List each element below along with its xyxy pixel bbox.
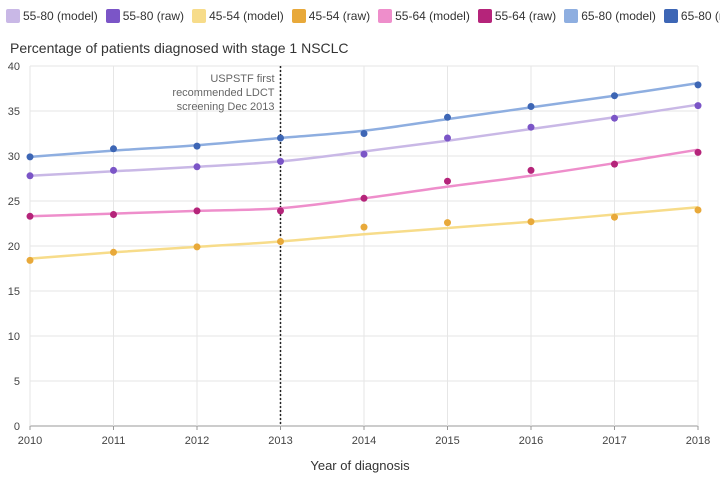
data-point-65-80-raw bbox=[527, 103, 535, 110]
x-tick-label: 2012 bbox=[185, 435, 209, 447]
data-point-45-54-raw bbox=[277, 238, 284, 245]
legend-item-55-80-model[interactable]: 55-80 (model) bbox=[6, 9, 98, 23]
data-point-65-80-raw bbox=[193, 142, 201, 150]
data-point-55-64-raw bbox=[611, 160, 618, 168]
y-tick-label: 10 bbox=[8, 331, 20, 343]
y-tick-label: 30 bbox=[8, 151, 20, 163]
y-tick-label: 5 bbox=[14, 376, 20, 388]
legend-item-55-64-model[interactable]: 55-64 (model) bbox=[378, 9, 470, 23]
data-point-45-54-raw bbox=[26, 256, 34, 264]
legend-label: 55-80 (model) bbox=[23, 9, 98, 23]
legend-item-45-54-model[interactable]: 45-54 (model) bbox=[192, 9, 284, 23]
x-tick-label: 2014 bbox=[352, 435, 376, 447]
legend-label: 65-80 (model) bbox=[581, 9, 656, 23]
legend-item-55-64-raw[interactable]: 55-64 (raw) bbox=[477, 9, 557, 23]
y-tick-label: 35 bbox=[8, 106, 20, 118]
data-point-65-80-raw bbox=[694, 81, 702, 89]
legend-swatch bbox=[291, 9, 306, 23]
series-line-45-54-model bbox=[29, 206, 699, 260]
data-point-65-80-raw bbox=[444, 113, 451, 121]
legend-label: 65-80 (raw) bbox=[680, 9, 720, 23]
data-point-55-80-raw bbox=[611, 114, 618, 122]
data-point-45-54-raw bbox=[527, 218, 535, 226]
data-point-55-80-raw bbox=[360, 150, 368, 158]
legend-label: 45-54 (raw) bbox=[308, 9, 371, 23]
legend-label: 55-64 (raw) bbox=[494, 9, 557, 23]
data-point-45-54-raw bbox=[611, 213, 618, 221]
legend-swatch bbox=[6, 9, 20, 23]
data-point-55-64-raw bbox=[694, 148, 702, 156]
data-point-55-80-raw bbox=[193, 163, 201, 171]
data-point-45-54-raw bbox=[444, 219, 451, 227]
legend-item-65-80-raw[interactable]: 65-80 (raw) bbox=[663, 9, 720, 23]
x-tick-label: 2016 bbox=[519, 435, 543, 447]
y-tick-label: 25 bbox=[8, 196, 20, 208]
data-point-45-54-raw bbox=[360, 223, 368, 231]
legend-item-65-80-model[interactable]: 65-80 (model) bbox=[564, 9, 656, 23]
data-point-45-54-raw bbox=[694, 206, 702, 214]
data-point-55-80-raw bbox=[694, 102, 702, 110]
data-point-55-64-raw bbox=[527, 166, 535, 174]
legend: 55-80 (model) 55-80 (raw) 45-54 (model) 45-… bbox=[6, 6, 720, 26]
data-point-55-64-raw bbox=[193, 207, 201, 215]
y-tick-label: 40 bbox=[8, 61, 20, 73]
data-point-65-80-raw bbox=[360, 130, 368, 137]
legend-swatch bbox=[105, 9, 120, 23]
x-tick-label: 2010 bbox=[18, 435, 42, 447]
x-tick-label: 2011 bbox=[102, 435, 126, 447]
annotation-text: recommended LDCT bbox=[172, 87, 274, 99]
y-tick-label: 20 bbox=[8, 241, 20, 253]
legend-swatch bbox=[564, 9, 579, 23]
legend-swatch bbox=[477, 9, 492, 23]
data-point-55-80-raw bbox=[527, 123, 535, 131]
chart-title: Percentage of patients diagnosed with st… bbox=[10, 40, 349, 56]
data-point-55-64-raw bbox=[110, 211, 117, 218]
data-point-55-64-raw bbox=[444, 177, 451, 185]
data-point-45-54-raw bbox=[193, 243, 201, 251]
data-point-55-80-raw bbox=[26, 172, 34, 180]
legend-label: 55-80 (raw) bbox=[122, 9, 185, 23]
data-point-65-80-raw bbox=[26, 153, 34, 161]
legend-label: 55-64 (model) bbox=[395, 9, 470, 23]
legend-swatch bbox=[192, 9, 207, 23]
x-axis-label: Year of diagnosis bbox=[310, 458, 410, 473]
data-point-65-80-raw bbox=[277, 134, 284, 142]
data-point-55-80-raw bbox=[110, 166, 117, 174]
legend-swatch bbox=[663, 9, 678, 23]
data-point-55-64-raw bbox=[360, 194, 368, 202]
legend-label: 45-54 (model) bbox=[209, 9, 284, 23]
data-point-55-80-raw bbox=[444, 134, 451, 142]
data-point-45-54-raw bbox=[110, 248, 117, 256]
annotation-text: USPSTF first bbox=[210, 73, 274, 85]
data-point-55-80-raw bbox=[277, 157, 284, 165]
x-tick-label: 2015 bbox=[435, 435, 459, 447]
annotation-text: screening Dec 2013 bbox=[177, 101, 275, 113]
y-tick-label: 0 bbox=[14, 421, 20, 433]
data-point-65-80-raw bbox=[611, 92, 618, 100]
data-point-55-64-raw bbox=[277, 207, 284, 215]
x-tick-label: 2013 bbox=[268, 435, 292, 447]
y-tick-label: 15 bbox=[8, 286, 20, 298]
data-point-65-80-raw bbox=[110, 145, 117, 153]
legend-item-55-80-raw[interactable]: 55-80 (raw) bbox=[105, 9, 185, 23]
data-point-55-64-raw bbox=[26, 212, 34, 220]
legend-swatch bbox=[378, 9, 393, 23]
legend-item-45-54-raw[interactable]: 45-54 (raw) bbox=[291, 9, 371, 23]
x-tick-label: 2018 bbox=[686, 435, 710, 447]
x-tick-label: 2017 bbox=[602, 435, 626, 447]
